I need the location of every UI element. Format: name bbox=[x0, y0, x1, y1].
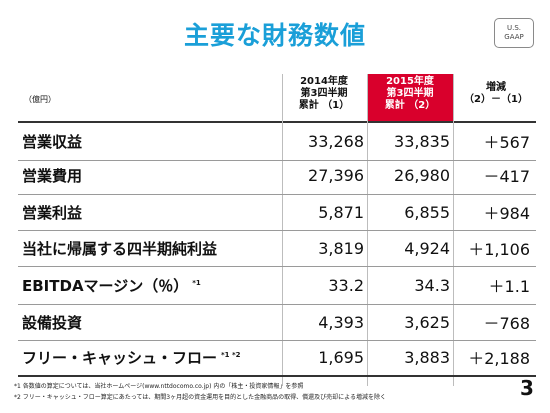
row-label: 設備投資 bbox=[22, 313, 83, 332]
header-2015-line2: 第3四半期 bbox=[386, 88, 434, 99]
value-2014: 27,396 bbox=[308, 165, 364, 185]
table-row: EBITDAマージン（％） *1 33.2 34.3 ＋1.1 bbox=[18, 266, 536, 304]
value-2015: 3,883 bbox=[404, 347, 450, 367]
badge-line1: U.S. bbox=[506, 24, 522, 32]
row-label: 営業収益 bbox=[22, 132, 83, 151]
value-2014: 5,871 bbox=[318, 202, 364, 222]
row-label: EBITDAマージン（％） *1 bbox=[22, 275, 201, 296]
value-diff: ＋984 bbox=[483, 204, 530, 223]
row-divider bbox=[18, 266, 536, 267]
row-divider bbox=[18, 340, 536, 341]
header-diff-line2: （2）－（1） bbox=[464, 94, 528, 105]
footnote-marker: *1 *2 bbox=[221, 350, 241, 359]
footnote-marker: *1 bbox=[192, 278, 201, 287]
value-diff: ＋567 bbox=[483, 133, 530, 152]
row-label-text: EBITDAマージン（％） bbox=[22, 276, 189, 295]
table-row: 営業収益 33,268 33,835 ＋567 bbox=[18, 122, 536, 160]
row-divider bbox=[18, 304, 536, 305]
row-label: 当社に帰属する四半期純利益 bbox=[22, 239, 218, 258]
unit-label: （億円） bbox=[24, 95, 56, 104]
value-2015: 33,835 bbox=[394, 131, 450, 151]
value-2014: 1,695 bbox=[318, 347, 364, 367]
us-gaap-badge: U.S. GAAP bbox=[494, 18, 534, 48]
value-2015: 4,924 bbox=[404, 238, 450, 258]
header-2014-line3: 累計 （1） bbox=[298, 100, 350, 111]
table-row: 設備投資 4,393 3,625 －768 bbox=[18, 303, 536, 341]
row-label: フリー・キャッシュ・フロー *1 *2 bbox=[22, 347, 241, 368]
header-diff-line1: 増減 bbox=[486, 82, 506, 93]
row-divider bbox=[18, 194, 536, 195]
header-2015-line3: 累計 （2） bbox=[384, 100, 436, 111]
page-title: 主要な財務数値 bbox=[183, 21, 366, 50]
row-label: 営業利益 bbox=[22, 203, 83, 222]
table-row: 営業利益 5,871 6,855 ＋984 bbox=[18, 193, 536, 231]
value-2015: 6,855 bbox=[404, 202, 450, 222]
header-2014-line2: 第3四半期 bbox=[300, 88, 348, 99]
header-diff: 増減 （2）－（1） bbox=[456, 82, 536, 106]
value-2015: 3,625 bbox=[404, 312, 450, 332]
row-divider bbox=[18, 160, 536, 161]
table-row: フリー・キャッシュ・フロー *1 *2 1,695 3,883 ＋2,188 bbox=[18, 338, 536, 376]
badge-line2: GAAP bbox=[504, 33, 524, 41]
row-label-text: フリー・キャッシュ・フロー bbox=[22, 348, 218, 367]
value-2014: 3,819 bbox=[318, 238, 364, 258]
footnote-2: *2 フリー・キャッシュ・フロー算定にあたっては、期間3ヶ月超の資金運用を目的と… bbox=[14, 394, 386, 401]
value-2015: 34.3 bbox=[414, 275, 450, 295]
row-label: 営業費用 bbox=[22, 166, 83, 185]
row-divider bbox=[18, 230, 536, 231]
value-2014: 4,393 bbox=[318, 312, 364, 332]
value-diff: －768 bbox=[483, 314, 530, 333]
value-diff: ＋2,188 bbox=[468, 349, 530, 368]
highlight-column-header-bg bbox=[367, 74, 453, 121]
header-2014: 2014年度 第3四半期 累計 （1） bbox=[282, 76, 366, 112]
header-divider bbox=[18, 121, 536, 123]
value-diff: ＋1.1 bbox=[488, 277, 530, 296]
header-2014-line1: 2014年度 bbox=[300, 76, 348, 87]
header-2015: 2015年度 第3四半期 累計 （2） bbox=[367, 76, 453, 112]
table-row: 当社に帰属する四半期純利益 3,819 4,924 ＋1,106 bbox=[18, 229, 536, 267]
value-diff: ＋1,106 bbox=[468, 240, 530, 259]
table-row: 営業費用 27,396 26,980 －417 bbox=[18, 156, 536, 194]
value-diff: －417 bbox=[483, 167, 530, 186]
footnote-1: *1 各数値の算定については、当社ホームページ(www.nttdocomo.co… bbox=[14, 383, 304, 390]
value-2015: 26,980 bbox=[394, 165, 450, 185]
page-number: 3 bbox=[520, 376, 534, 400]
value-2014: 33,268 bbox=[308, 131, 364, 151]
value-2014: 33.2 bbox=[328, 275, 364, 295]
header-2015-line1: 2015年度 bbox=[386, 76, 434, 87]
table-bottom-border bbox=[18, 375, 536, 377]
